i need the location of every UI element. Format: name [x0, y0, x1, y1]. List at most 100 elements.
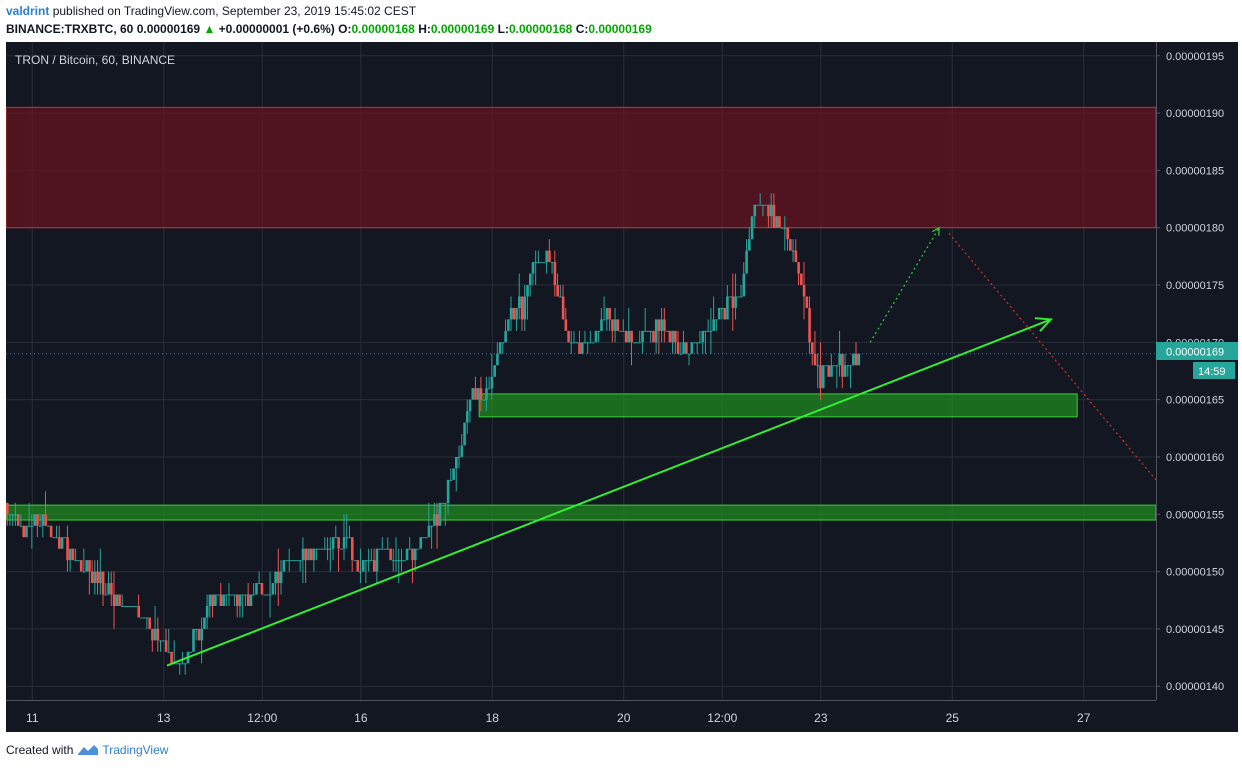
candle-up	[539, 262, 543, 264]
candle-down	[548, 250, 551, 263]
trendline	[166, 318, 1052, 667]
tradingview-link[interactable]: TradingView	[77, 743, 168, 757]
candle-up	[268, 594, 272, 596]
candle-up	[162, 640, 165, 642]
candle-up	[405, 548, 409, 561]
candle-up	[463, 422, 466, 446]
candle-up	[99, 571, 102, 584]
candle-up	[348, 537, 351, 539]
candle-down	[351, 537, 354, 561]
candle-down	[219, 594, 223, 606]
candle-up	[780, 227, 784, 229]
price-chart[interactable]: 0.00000195 0.00000190 0.00000185 0.00000180…	[5, 42, 1238, 732]
candle-up	[285, 560, 288, 562]
candle-up	[602, 319, 606, 321]
candle-up	[397, 560, 401, 562]
candle-up	[323, 548, 327, 550]
candle-up	[296, 560, 299, 562]
candle-up	[27, 525, 31, 527]
time-tick-label: 13	[157, 711, 171, 725]
candle-up	[835, 365, 839, 367]
time-tick-label: 23	[814, 711, 828, 725]
candle-up	[750, 216, 754, 240]
candle-up	[501, 342, 505, 344]
candle-up	[646, 330, 650, 332]
candle-up	[320, 548, 324, 550]
candle-down	[49, 525, 53, 538]
candle-up	[452, 468, 455, 480]
candle-up	[589, 342, 592, 344]
candle-down	[110, 583, 113, 595]
candle-up	[468, 399, 472, 412]
candle-up	[307, 548, 310, 561]
price-change: +0.00000001 (+0.6%)	[218, 22, 335, 36]
candle-down	[260, 583, 264, 595]
candle-down	[22, 525, 26, 538]
candle-up	[761, 204, 765, 206]
candles	[6, 193, 861, 675]
candle-up	[528, 273, 532, 286]
candle-down	[723, 307, 726, 320]
candle-up	[400, 560, 403, 562]
candle-down	[474, 388, 477, 400]
candle-up	[63, 537, 67, 539]
candle-down	[789, 239, 792, 251]
candle-down	[36, 514, 39, 526]
candle-up	[583, 342, 587, 344]
candle-up	[671, 330, 674, 343]
candle-up	[852, 353, 855, 366]
author-name[interactable]: valdrint	[6, 4, 50, 18]
candle-up	[33, 514, 36, 526]
candle-up	[504, 330, 507, 343]
candle-up	[85, 560, 89, 572]
candle-down	[520, 296, 524, 320]
candle-up	[591, 342, 595, 344]
current-price-tag: 0.00000169 14:59	[1156, 342, 1238, 379]
candle-up	[359, 571, 362, 573]
candle-up	[367, 560, 371, 562]
price-tick-label: 0.00000190	[1166, 108, 1224, 120]
candle-up	[419, 537, 423, 549]
last-price: 0.00000169	[136, 22, 201, 36]
candle-up	[60, 537, 64, 549]
chart-container[interactable]: 0.00000195 0.00000190 0.00000185 0.00000180…	[5, 42, 1238, 732]
candle-down	[841, 353, 844, 377]
candle-up	[427, 525, 431, 538]
candle-down	[561, 296, 565, 320]
candle-up	[205, 606, 209, 618]
candle-down	[389, 548, 392, 561]
candle-down	[356, 560, 360, 572]
time-tick-label: 11	[26, 711, 39, 725]
chart-title: TRON / Bitcoin, 60, BINANCE	[15, 53, 175, 67]
candle-down	[170, 651, 173, 664]
candle-up	[490, 376, 494, 389]
created-with-label: Created with	[6, 743, 74, 757]
candle-up	[682, 342, 685, 354]
candle-up	[430, 525, 434, 527]
candle-down	[112, 594, 116, 606]
candle-up	[263, 594, 266, 596]
candle-up	[758, 204, 762, 206]
candle-up	[315, 548, 319, 550]
candle-up	[455, 456, 458, 469]
candle-up	[816, 365, 820, 367]
candle-up	[572, 342, 576, 344]
candle-up	[745, 250, 748, 274]
candle-up	[282, 560, 286, 572]
candle-up	[594, 330, 598, 343]
candle-down	[101, 571, 105, 595]
candle-up	[331, 537, 335, 549]
candle-up	[413, 548, 417, 561]
candle-up	[233, 594, 236, 596]
price-tick-label: 0.00000175	[1166, 280, 1224, 292]
candle-up	[140, 617, 143, 619]
support-zone	[5, 504, 1157, 521]
candle-up	[531, 262, 535, 274]
candle-up	[288, 560, 291, 562]
time-axis-background[interactable]	[6, 700, 1156, 732]
high-value: 0.00000169	[430, 22, 495, 36]
candle-up	[8, 514, 12, 516]
price-tick-label: 0.00000155	[1166, 509, 1224, 521]
candle-down	[685, 342, 688, 354]
tradingview-brand: TradingView	[102, 743, 169, 757]
